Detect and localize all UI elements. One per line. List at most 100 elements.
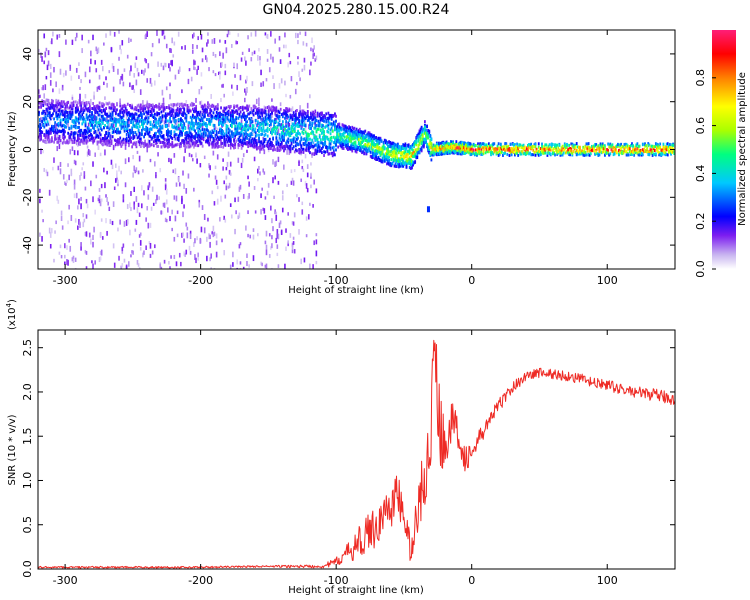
spectrogram-ridge-cell <box>214 114 217 118</box>
spectrogram-ridge-cell <box>393 149 396 153</box>
spectrogram-ridge-cell <box>87 101 90 105</box>
spectrogram-noise-cell <box>121 73 124 80</box>
spectrogram-ridge-cell <box>97 107 100 111</box>
spectrogram-ridge-cell <box>221 141 224 145</box>
spectrogram-ridge-cell <box>227 127 230 131</box>
spectrogram-ridge-cell <box>132 113 135 117</box>
spectrogram-ridge-cell <box>427 149 430 153</box>
spectrogram-ridge-cell <box>274 117 277 121</box>
spectrogram-ridge-cell <box>242 137 245 141</box>
spectrogram-ridge-cell <box>253 144 256 148</box>
spectrogram-ridge-cell <box>38 124 40 128</box>
spectrogram-noise-cell <box>187 124 190 130</box>
spectrogram-ridge-cell <box>289 116 292 120</box>
spectrogram-noise-cell <box>274 110 276 116</box>
spectrogram-noise-cell <box>96 48 99 55</box>
spectrogram-ridge-cell <box>168 130 170 134</box>
spectrogram-ridge-cell <box>190 122 193 126</box>
spectrogram-ridge-cell <box>110 117 113 121</box>
spectrogram-noise-cell <box>261 187 263 191</box>
spectrogram-noise-cell <box>274 175 276 180</box>
spectrogram-noise-cell <box>68 238 70 243</box>
spectrogram-noise-cell <box>278 35 281 41</box>
spectrogram-ridge-cell <box>349 126 351 130</box>
spectrogram-ridge-cell <box>212 123 215 127</box>
spectrogram-ridge-cell <box>42 103 45 107</box>
spectrogram-noise-cell <box>265 263 268 269</box>
spectrogram-ridge-cell <box>252 145 255 149</box>
spectrogram-ridge-cell <box>340 140 343 144</box>
spectrogram-ridge-cell <box>356 134 359 138</box>
spectrogram-ridge-cell <box>310 116 312 120</box>
spectrogram-noise-cell <box>313 240 316 246</box>
spectrogram-ridge-cell <box>101 118 104 122</box>
spectrogram-ridge-cell <box>108 106 111 110</box>
spectrogram-noise-cell <box>306 172 309 178</box>
spectrogram-ridge-cell <box>133 141 136 145</box>
spectrogram-ridge-cell <box>416 156 419 160</box>
spectrogram-ridge-cell <box>77 101 79 105</box>
spectrogram-ridge-cell <box>250 132 253 136</box>
spectrogram-noise-cell <box>87 39 90 44</box>
spectrogram-ridge-cell <box>272 144 274 148</box>
spectrogram-ridge-cell <box>343 127 346 131</box>
spectrogram-noise-cell <box>171 60 173 67</box>
spectrogram-ridge-cell <box>285 114 288 118</box>
spectrogram-ridge-cell <box>235 104 238 108</box>
spectrogram-ridge-cell <box>447 151 450 155</box>
spectrogram-ridge-cell <box>131 115 134 119</box>
spectrogram-noise-cell <box>150 206 153 211</box>
spectrogram-ridge-cell <box>285 116 288 120</box>
spectrogram-ridge-cell <box>259 114 261 118</box>
spectrogram-ridge-cell <box>421 128 424 132</box>
spectrogram-noise-cell <box>224 63 227 69</box>
spectrogram-noise-cell <box>136 207 139 214</box>
spectrogram-ridge-cell <box>171 112 174 116</box>
spectrogram-noise-cell <box>83 218 86 223</box>
spectrogram-ridge-cell <box>360 142 362 146</box>
spectrogram-ridge-cell <box>278 115 281 119</box>
spectrogram-ridge-cell <box>184 126 187 130</box>
spectrogram-ridge-cell <box>195 141 198 145</box>
spectrogram-noise-cell <box>223 215 226 221</box>
spectrogram-ridge-cell <box>265 143 268 147</box>
spectrogram-ridge-cell <box>389 150 392 154</box>
spectrogram-ridge-cell <box>446 151 449 155</box>
spectrogram-ridge-cell <box>266 129 269 133</box>
spectrogram-ridge-cell <box>263 144 266 148</box>
spectrogram-ridge-cell <box>60 104 63 108</box>
spectrogram-ridge-cell <box>44 102 47 106</box>
spectrogram-noise-cell <box>147 63 150 69</box>
spectrogram-ridge-cell <box>323 143 325 147</box>
spectrogram-ridge-cell <box>151 103 154 107</box>
spectrogram-noise-cell <box>315 260 318 265</box>
spectrogram-noise-cell <box>263 171 266 175</box>
spectrogram-ridge-cell <box>206 109 208 113</box>
spectrogram-ridge-cell <box>90 123 92 127</box>
spectrogram-ridge-cell <box>259 140 261 144</box>
spectrogram-ridge-cell <box>117 140 119 144</box>
spectrogram-noise-cell <box>131 250 133 254</box>
spectrogram-ridge-cell <box>163 145 166 149</box>
spectrogram-ridge-cell <box>405 165 408 169</box>
spectrogram-ridge-cell <box>305 137 308 141</box>
spectrogram-noise-cell <box>70 173 73 177</box>
spectrogram-ridge-cell <box>204 140 207 144</box>
spectrogram-ridge-cell <box>97 128 100 132</box>
spectrogram-noise-cell <box>264 264 267 268</box>
spectrogram-ridge-cell <box>400 152 402 156</box>
spectrogram-ridge-cell <box>172 109 175 113</box>
spectrogram-noise-cell <box>314 58 317 62</box>
spectrogram-noise-cell <box>309 202 311 206</box>
spectrogram-ridge-cell <box>314 143 317 147</box>
spectrogram-ridge-cell <box>55 137 58 141</box>
spectrogram-ridge-cell <box>61 141 64 145</box>
spectrogram-ridge-cell <box>193 141 195 145</box>
spectrogram-ridge-cell <box>55 110 58 114</box>
spectrogram-ridge-cell <box>327 120 330 124</box>
spectrogram-ridge-cell <box>181 131 183 135</box>
spectrogram-ridge-cell <box>261 129 264 133</box>
spectrogram-noise-cell <box>276 233 279 239</box>
spectrogram-ridge-cell <box>39 138 41 142</box>
spectrogram-noise-cell <box>271 235 273 240</box>
